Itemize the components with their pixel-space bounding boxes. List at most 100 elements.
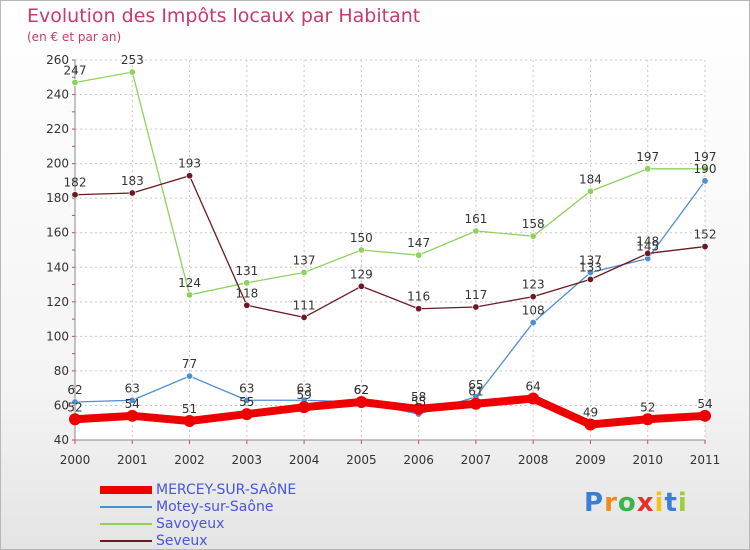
data-label: 77 xyxy=(182,357,197,371)
data-point xyxy=(586,268,594,276)
data-label: 247 xyxy=(64,63,87,77)
data-point xyxy=(243,301,251,309)
data-point xyxy=(527,392,540,405)
chart-title: Evolution des Impôts locaux par Habitant xyxy=(27,5,421,27)
data-label: 137 xyxy=(579,253,602,267)
data-label: 59 xyxy=(296,388,311,402)
data-label: 64 xyxy=(526,380,541,394)
data-point xyxy=(243,279,251,287)
logo-letter: i xyxy=(654,488,665,518)
data-point xyxy=(584,418,597,431)
series-line-3 xyxy=(74,175,706,319)
data-label: 123 xyxy=(522,278,545,292)
data-label: 137 xyxy=(293,253,316,267)
data-point xyxy=(186,291,194,299)
data-label: 147 xyxy=(407,236,430,250)
legend-swatch xyxy=(100,523,152,525)
data-label: 62 xyxy=(354,383,369,397)
data-label: 65 xyxy=(468,378,483,392)
data-point xyxy=(472,227,480,235)
data-point xyxy=(701,165,709,173)
data-label: 253 xyxy=(121,53,144,67)
grid-layer xyxy=(74,59,706,441)
data-label: 148 xyxy=(636,234,659,248)
y-tick-label: 240 xyxy=(46,88,69,102)
y-tick-label: 160 xyxy=(46,226,69,240)
data-label: 61 xyxy=(468,385,483,399)
y-tick-label: 60 xyxy=(54,398,69,412)
data-point xyxy=(412,402,425,415)
data-label: 52 xyxy=(67,400,82,414)
proxiti-logo: Proxiti xyxy=(584,488,688,518)
data-point xyxy=(355,396,368,408)
data-point xyxy=(300,268,308,276)
data-point xyxy=(641,413,654,426)
data-label: 62 xyxy=(67,383,82,397)
series-layer xyxy=(69,68,711,431)
data-label: 158 xyxy=(522,217,545,231)
x-tick-label: 2008 xyxy=(518,453,549,467)
data-label: 145 xyxy=(636,240,659,254)
data-point xyxy=(644,165,652,173)
x-tick-label: 2006 xyxy=(403,453,434,467)
data-point xyxy=(529,232,537,240)
legend-label: Motey-sur-Saône xyxy=(156,499,274,515)
data-point xyxy=(644,249,652,257)
data-point xyxy=(469,397,482,410)
data-label: 197 xyxy=(694,150,717,164)
data-point xyxy=(586,275,594,283)
series-line-0 xyxy=(71,394,709,429)
data-point xyxy=(128,396,136,404)
data-point xyxy=(69,413,81,426)
data-point xyxy=(357,246,365,254)
data-point xyxy=(186,372,194,380)
data-label: 108 xyxy=(522,304,545,318)
data-label: 63 xyxy=(239,381,254,395)
data-label: 55 xyxy=(239,395,254,409)
y-tick-label: 220 xyxy=(46,122,69,136)
logo-letter: P xyxy=(584,488,605,518)
legend-label: MERCEY-SUR-SAôNE xyxy=(156,482,297,498)
legend-swatch xyxy=(100,540,152,542)
legend-swatch xyxy=(100,486,152,494)
data-point xyxy=(529,293,537,301)
data-point xyxy=(357,282,365,290)
data-label: 129 xyxy=(350,267,373,281)
data-point xyxy=(71,191,79,199)
x-tick-label: 2005 xyxy=(346,453,377,467)
x-tick-label: 2011 xyxy=(690,453,721,467)
x-tick-label: 2010 xyxy=(632,453,663,467)
y-tick-label: 40 xyxy=(54,433,69,447)
data-label: 118 xyxy=(235,286,258,300)
data-point xyxy=(183,415,196,427)
data-point xyxy=(128,189,136,197)
logo-letter: r xyxy=(604,488,618,518)
x-tick-label: 2002 xyxy=(174,453,205,467)
data-label: 131 xyxy=(235,264,258,278)
data-label: 63 xyxy=(296,381,311,395)
data-point xyxy=(701,177,709,185)
data-point xyxy=(186,172,194,180)
data-label: 124 xyxy=(178,276,201,290)
chart-subtitle: (en € et par an) xyxy=(27,30,122,44)
data-label: 184 xyxy=(579,172,602,186)
data-label: 62 xyxy=(354,383,369,397)
data-label: 197 xyxy=(636,150,659,164)
data-point xyxy=(701,243,709,251)
data-label: 190 xyxy=(694,162,717,176)
data-label: 52 xyxy=(640,400,655,414)
y-tick-label: 120 xyxy=(46,295,69,309)
data-label: 150 xyxy=(350,231,373,245)
data-point xyxy=(300,313,308,321)
y-tick-label: 180 xyxy=(46,191,69,205)
plot-background xyxy=(75,60,705,440)
data-label: 152 xyxy=(694,228,717,242)
data-label: 58 xyxy=(411,390,426,404)
data-label: 54 xyxy=(697,397,712,411)
data-label: 182 xyxy=(64,176,87,190)
y-tick-label: 100 xyxy=(46,329,69,343)
data-point xyxy=(472,303,480,311)
data-point xyxy=(699,409,711,422)
x-tick-label: 2007 xyxy=(461,453,492,467)
